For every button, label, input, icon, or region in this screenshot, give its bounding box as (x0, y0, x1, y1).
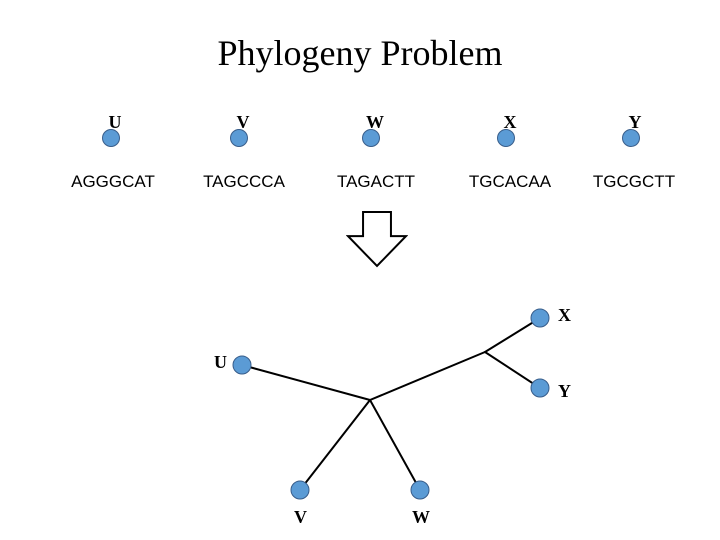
sequence-W: TAGACTT (316, 172, 436, 192)
tree-tip-label-Y: Y (558, 381, 571, 402)
tree-tip-label-U: U (214, 352, 227, 373)
tree-tip-label-X: X (558, 305, 571, 326)
taxon-node-Y (622, 129, 640, 147)
page-title: Phylogeny Problem (0, 32, 720, 74)
down-arrow-icon (346, 210, 408, 268)
taxon-node-W (362, 129, 380, 147)
taxon-node-U (102, 129, 120, 147)
tree-tip-label-V: V (294, 507, 307, 528)
phylogenetic-tree (170, 300, 570, 510)
taxon-node-X (497, 129, 515, 147)
taxon-node-V (230, 129, 248, 147)
sequence-Y: TGCGCTT (574, 172, 694, 192)
tree-tip-label-W: W (412, 507, 430, 528)
sequence-U: AGGGCAT (53, 172, 173, 192)
sequence-V: TAGCCCA (184, 172, 304, 192)
sequence-X: TGCACAA (450, 172, 570, 192)
